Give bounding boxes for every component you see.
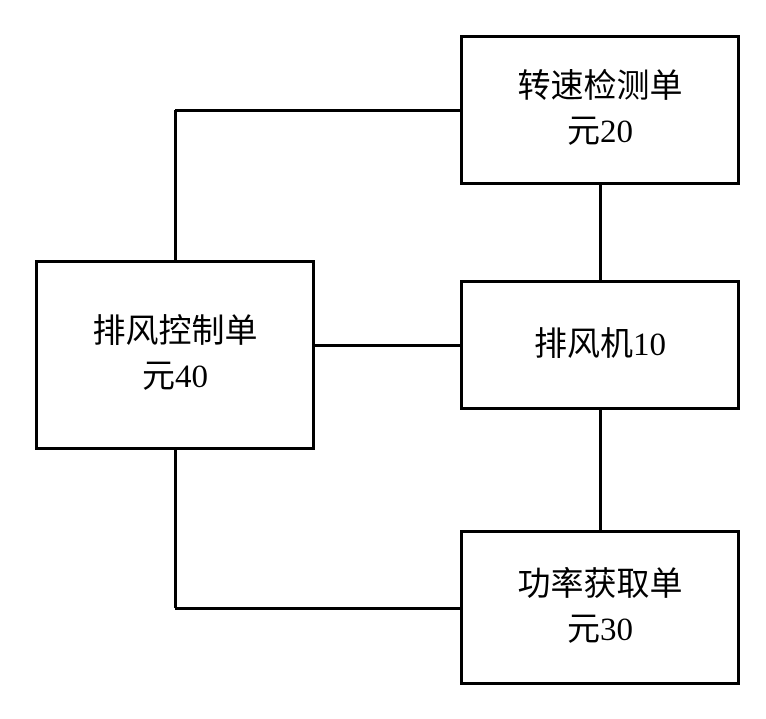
node-label-exhaust_control: 排风控制单 元40 [93, 310, 258, 399]
node-label-exhaust_fan: 排风机10 [534, 323, 666, 368]
edge-exhaust_control-to-power_acquire-v [174, 450, 177, 608]
edge-exhaust_control-to-speed_detect-v [174, 110, 177, 260]
diagram-canvas: 转速检测单 元20 排风控制单 元40 排风机10 功率获取单 元30 [0, 0, 766, 719]
node-exhaust_fan: 排风机10 [460, 280, 740, 410]
node-exhaust_control: 排风控制单 元40 [35, 260, 315, 450]
edge-exhaust_control-to-exhaust_fan [315, 344, 460, 347]
node-speed_detect: 转速检测单 元20 [460, 35, 740, 185]
node-power_acquire: 功率获取单 元30 [460, 530, 740, 685]
edge-exhaust_fan-to-power_acquire [599, 410, 602, 530]
edge-exhaust_control-to-speed_detect-h [175, 109, 460, 112]
edge-speed_detect-to-exhaust_fan [599, 185, 602, 280]
node-label-power_acquire: 功率获取单 元30 [518, 563, 683, 652]
edge-exhaust_control-to-power_acquire-h [175, 607, 460, 610]
node-label-speed_detect: 转速检测单 元20 [518, 65, 683, 154]
